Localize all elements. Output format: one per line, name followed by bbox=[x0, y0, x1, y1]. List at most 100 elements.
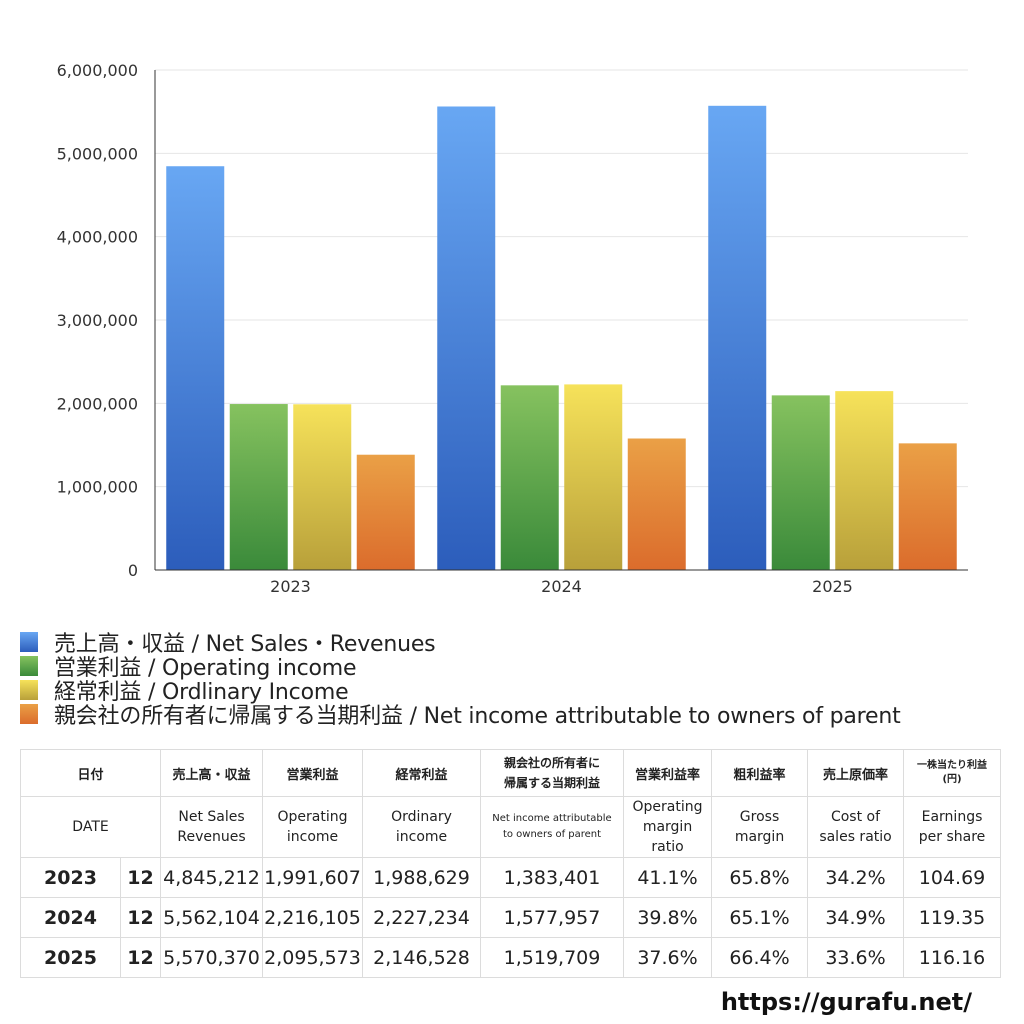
legend-label: 営業利益 / Operating income bbox=[54, 656, 357, 681]
y-axis: 0 1,000,000 2,000,000 3,000,000 4,000,000 5,0… bbox=[57, 61, 138, 580]
row-cost-ratio: 34.9% bbox=[807, 897, 905, 938]
row-net-sales: 5,570,370 bbox=[160, 937, 264, 978]
header-cost-ratio-en-line1: Cost of bbox=[830, 809, 881, 825]
row-year: 2023 bbox=[20, 857, 121, 898]
row-gross-margin: 65.1% bbox=[711, 897, 809, 938]
bar-net-income-2025 bbox=[898, 443, 957, 570]
bar-net-sales-2023 bbox=[166, 166, 225, 570]
x-axis: 2023 2024 2025 bbox=[270, 577, 853, 596]
header-eps-jp-line1: 一株当たり利益 bbox=[917, 760, 988, 771]
header-net-income-jp-line2: 帰属する当期利益 bbox=[504, 776, 601, 790]
header-net-income-en-line1: Net income attributable bbox=[492, 813, 612, 824]
row-year: 2024 bbox=[20, 897, 121, 938]
legend-label: 経常利益 / Ordlinary Income bbox=[54, 680, 349, 705]
row-net-income: 1,383,401 bbox=[480, 857, 625, 898]
header-operating-income-jp: 営業利益 bbox=[262, 749, 364, 797]
financial-summary-table: 日付 売上高・収益 営業利益 経常利益 親会社の所有者に 帰属する当期利益 営業… bbox=[19, 749, 1002, 978]
legend-swatch-operating-income bbox=[20, 656, 38, 676]
bar-operating-income-2023 bbox=[229, 404, 288, 570]
header-eps-en-line1: Earnings bbox=[921, 809, 983, 825]
header-operating-income-en-line1: Operating bbox=[277, 809, 348, 825]
table-header-en: DATE Net Sales Revenues Operating income… bbox=[19, 796, 1002, 858]
bar-ordinary-income-2025 bbox=[835, 391, 894, 570]
table-header-jp: 日付 売上高・収益 営業利益 経常利益 親会社の所有者に 帰属する当期利益 営業… bbox=[19, 749, 1002, 797]
header-net-sales-en-line1: Net Sales bbox=[178, 809, 245, 825]
x-tick-label: 2025 bbox=[812, 577, 853, 596]
legend-swatch-net-income bbox=[20, 704, 38, 724]
table-row: 2023 12 4,845,212 1,991,607 1,988,629 1,… bbox=[20, 857, 1002, 898]
site-url[interactable]: https://gurafu.net/ bbox=[720, 988, 972, 1016]
header-net-sales-en-line2: Revenues bbox=[177, 829, 246, 845]
row-eps: 104.69 bbox=[903, 857, 1002, 898]
row-month: 12 bbox=[119, 897, 162, 938]
table-row: 2024 12 5,562,104 2,216,105 2,227,234 1,… bbox=[20, 897, 1002, 938]
header-cost-ratio-en: Cost of sales ratio bbox=[807, 796, 905, 858]
row-op-margin: 41.1% bbox=[623, 857, 713, 898]
legend-label: 親会社の所有者に帰属する当期利益 / Net income attributab… bbox=[54, 704, 901, 729]
header-op-margin-en-line2: margin bbox=[642, 819, 693, 835]
bar-ordinary-income-2023 bbox=[293, 404, 352, 570]
legend-item-operating-income: 営業利益 / Operating income bbox=[20, 654, 1020, 681]
header-net-sales-en: Net Sales Revenues bbox=[160, 796, 264, 858]
header-operating-income-en: Operating income bbox=[262, 796, 364, 858]
header-op-margin-en: Operating margin ratio bbox=[623, 796, 713, 858]
header-date-en: DATE bbox=[19, 796, 162, 858]
row-operating-income: 1,991,607 bbox=[262, 857, 364, 898]
header-eps-en: Earnings per share bbox=[903, 796, 1002, 858]
row-month: 12 bbox=[119, 937, 162, 978]
legend-item-ordinary-income: 経常利益 / Ordlinary Income bbox=[20, 678, 1020, 705]
row-op-margin: 39.8% bbox=[623, 897, 713, 938]
header-ordinary-income-jp: 経常利益 bbox=[362, 749, 482, 797]
header-op-margin-en-line1: Operating bbox=[632, 799, 703, 815]
bar-chart: 0 1,000,000 2,000,000 3,000,000 4,000,000 5,0… bbox=[57, 61, 968, 596]
header-gross-margin-en: Gross margin bbox=[711, 796, 809, 858]
header-gross-margin-jp: 粗利益率 bbox=[711, 749, 809, 797]
header-date-jp: 日付 bbox=[19, 749, 162, 797]
row-gross-margin: 65.8% bbox=[711, 857, 809, 898]
header-op-margin-jp: 営業利益率 bbox=[623, 749, 713, 797]
row-net-sales: 4,845,212 bbox=[160, 857, 264, 898]
row-year: 2025 bbox=[20, 937, 121, 978]
gridlines bbox=[155, 69, 968, 488]
row-net-income: 1,577,957 bbox=[480, 897, 625, 938]
bar-operating-income-2025 bbox=[771, 395, 830, 570]
header-cost-ratio-en-line2: sales ratio bbox=[819, 829, 892, 845]
row-operating-income: 2,095,573 bbox=[262, 937, 364, 978]
row-month: 12 bbox=[119, 857, 162, 898]
header-net-income-jp-line1: 親会社の所有者に bbox=[504, 756, 601, 770]
row-ordinary-income: 2,146,528 bbox=[362, 937, 482, 978]
header-cost-ratio-jp: 売上原価率 bbox=[807, 749, 905, 797]
bars bbox=[166, 105, 957, 571]
header-net-income-en-line2: to owners of parent bbox=[502, 829, 602, 840]
header-eps-jp: 一株当たり利益 (円) bbox=[903, 749, 1002, 797]
row-net-income: 1,519,709 bbox=[480, 937, 625, 978]
header-ordinary-income-en-line2: income bbox=[395, 829, 448, 845]
row-gross-margin: 66.4% bbox=[711, 937, 809, 978]
bar-net-sales-2024 bbox=[437, 106, 496, 570]
bar-net-income-2023 bbox=[356, 454, 415, 570]
row-eps: 116.16 bbox=[903, 937, 1002, 978]
legend: 売上高・収益 / Net Sales・Revenues 営業利益 / Opera… bbox=[20, 630, 1020, 729]
header-gross-margin-en-line1: Gross bbox=[739, 809, 780, 825]
y-tick-label: 2,000,000 bbox=[57, 394, 138, 413]
row-eps: 119.35 bbox=[903, 897, 1002, 938]
x-tick-label: 2023 bbox=[270, 577, 311, 596]
bar-net-sales-2025 bbox=[708, 105, 767, 571]
header-ordinary-income-en: Ordinary income bbox=[362, 796, 482, 858]
legend-swatch-net-sales bbox=[20, 632, 38, 652]
header-op-margin-en-line3: ratio bbox=[651, 839, 684, 855]
y-tick-label: 4,000,000 bbox=[57, 228, 138, 247]
x-tick-label: 2024 bbox=[541, 577, 582, 596]
y-tick-label: 0 bbox=[128, 561, 138, 580]
header-eps-jp-line2: (円) bbox=[942, 774, 962, 785]
header-eps-en-line2: per share bbox=[918, 829, 986, 845]
row-cost-ratio: 33.6% bbox=[807, 937, 905, 978]
row-cost-ratio: 34.2% bbox=[807, 857, 905, 898]
row-ordinary-income: 2,227,234 bbox=[362, 897, 482, 938]
header-net-income-en: Net income attributable to owners of par… bbox=[480, 796, 625, 858]
legend-item-net-income: 親会社の所有者に帰属する当期利益 / Net income attributab… bbox=[20, 702, 1020, 729]
header-net-sales-jp: 売上高・収益 bbox=[160, 749, 264, 797]
row-ordinary-income: 1,988,629 bbox=[362, 857, 482, 898]
table-row: 2025 12 5,570,370 2,095,573 2,146,528 1,… bbox=[20, 937, 1002, 978]
legend-label: 売上高・収益 / Net Sales・Revenues bbox=[54, 632, 436, 657]
